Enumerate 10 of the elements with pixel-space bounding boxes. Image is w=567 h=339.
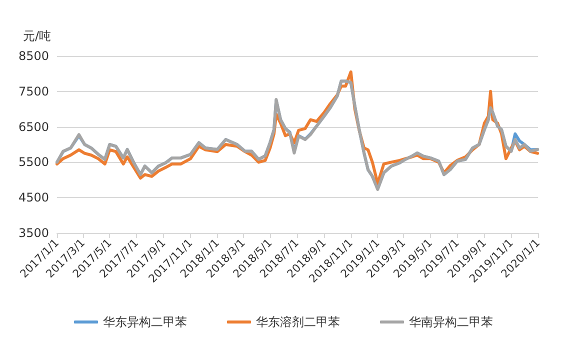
legend-label: 华东异构二甲苯 — [103, 315, 187, 329]
y-axis-title: 元/吨 — [22, 29, 51, 43]
y-tick-label: 5500 — [18, 155, 49, 170]
y-tick-label: 7500 — [18, 84, 49, 98]
y-tick-label: 3500 — [18, 226, 49, 240]
y-tick-label: 6500 — [18, 120, 49, 134]
legend-label: 华东溶剂二甲苯 — [256, 315, 340, 329]
y-tick-label: 8500 — [18, 49, 49, 63]
y-tick-label: 4500 — [18, 190, 49, 205]
legend-label: 华南异构二甲苯 — [409, 315, 493, 329]
